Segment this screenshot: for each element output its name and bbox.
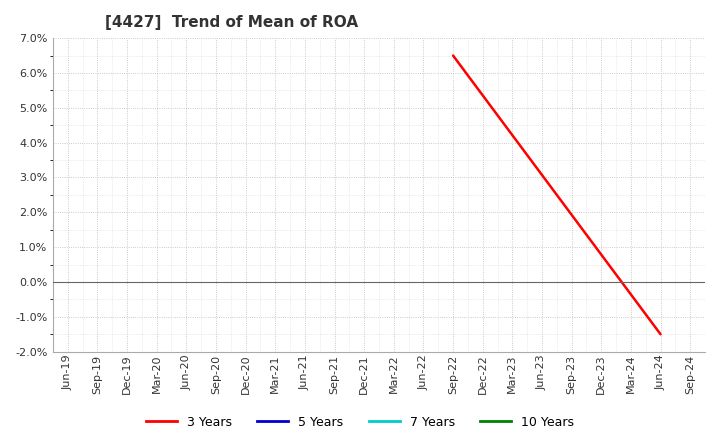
Text: [4427]  Trend of Mean of ROA: [4427] Trend of Mean of ROA <box>105 15 359 30</box>
Legend: 3 Years, 5 Years, 7 Years, 10 Years: 3 Years, 5 Years, 7 Years, 10 Years <box>141 411 579 434</box>
